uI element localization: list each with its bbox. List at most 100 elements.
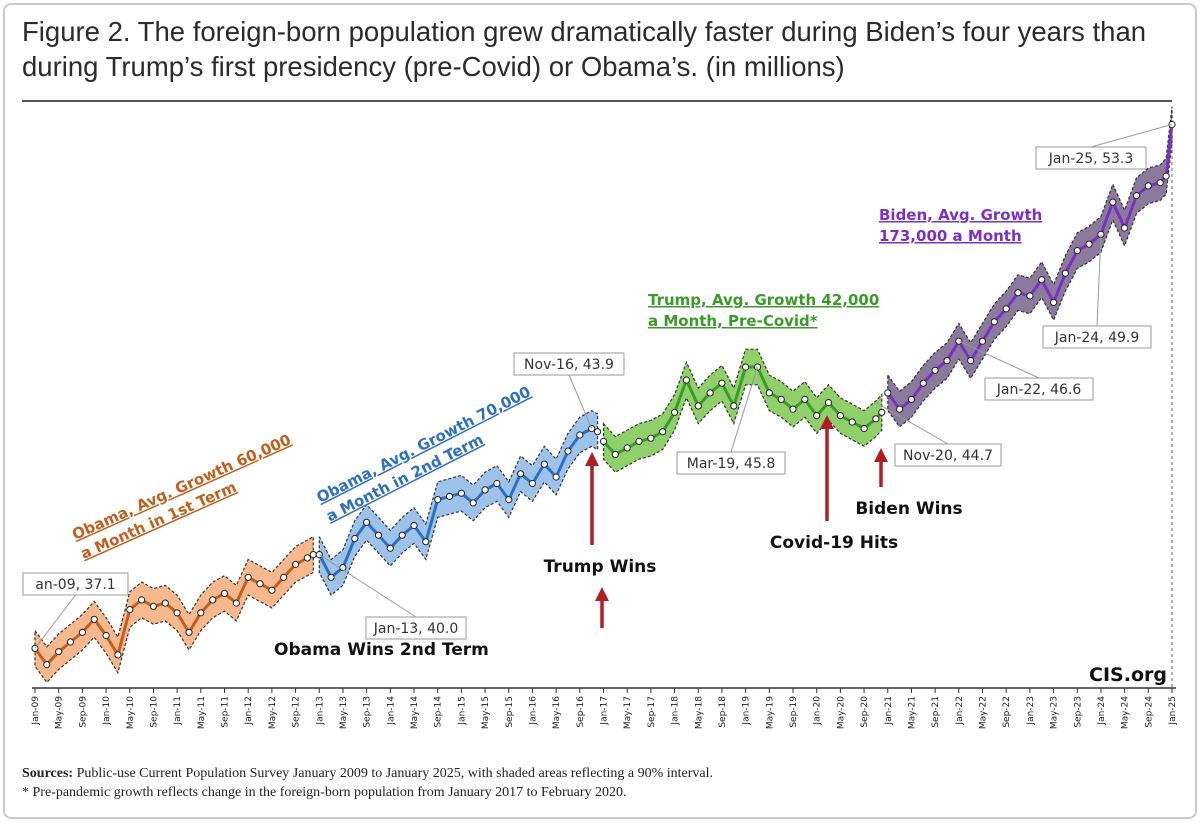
- point-trump-23: [872, 415, 880, 423]
- event-label: Obama Wins 2nd Term: [274, 640, 489, 660]
- sources-note: Sources: Public-use Current Population S…: [22, 764, 1172, 802]
- callout-box: Jan-24, 49.9: [1042, 325, 1152, 349]
- point-obama1-18: [244, 573, 252, 581]
- callout-leader: [730, 366, 758, 453]
- point-trump-19: [824, 399, 833, 407]
- point-trump-2: [623, 444, 631, 452]
- x-tick-label: Jan-12: [244, 696, 254, 726]
- point-trump-5: [659, 428, 667, 436]
- point-trump-10: [718, 379, 726, 387]
- growth-annotation-line2: a Month, Pre-Covid*: [648, 312, 818, 330]
- point-obama2-9: [422, 538, 430, 546]
- x-tick-label: Jan-18: [671, 696, 681, 726]
- x-tick-label: Sep-16: [576, 696, 586, 728]
- callout-box: Jan-25, 53.3: [1035, 146, 1147, 170]
- point-obama1-13: [185, 628, 193, 636]
- point-obama2-14: [481, 486, 489, 494]
- brand-label: CIS.org: [1089, 664, 1167, 686]
- x-tick-label: May-20: [836, 696, 846, 729]
- point-obama2-6: [386, 544, 394, 552]
- point-obama1-24: [309, 551, 317, 559]
- point-biden-21: [1132, 192, 1141, 200]
- x-tick-label: Jan-09: [31, 696, 41, 726]
- sources-text: Public-use Current Population Survey Jan…: [73, 766, 714, 781]
- point-obama2-5: [374, 531, 383, 539]
- callout-box-bg: [1035, 146, 1147, 170]
- callout-box-bg: [1042, 325, 1152, 349]
- x-tick-label: Sep-12: [292, 696, 302, 728]
- growth-annotation-line2: 173,000 a Month: [879, 227, 1022, 245]
- callout-box: Nov-16, 43.9: [513, 352, 625, 376]
- point-obama1-7: [114, 651, 122, 659]
- callout-box-bg: [513, 352, 625, 376]
- x-tick-label: Sep-10: [149, 696, 159, 728]
- x-tick-label: Sep-09: [78, 696, 88, 728]
- title-rule: [22, 100, 1172, 102]
- point-biden-2: [907, 395, 916, 403]
- point-obama1-21: [280, 573, 288, 581]
- point-obama1-8: [126, 606, 134, 614]
- point-obama2-7: [398, 531, 406, 539]
- point-trump-17: [801, 395, 809, 403]
- callout-leader: [1096, 234, 1102, 327]
- point-trump-0: [599, 437, 608, 445]
- point-biden-9: [990, 318, 998, 326]
- callout-box: Jan-13, 40.0: [365, 616, 467, 640]
- x-tick-label: Sep-15: [505, 696, 515, 728]
- point-obama1-9: [138, 596, 146, 604]
- x-tick-label: Sep-23: [1073, 696, 1083, 728]
- point-trump-13: [753, 363, 762, 371]
- growth-annotation-biden: Biden, Avg. Growth 173,000 a Month: [879, 206, 1042, 245]
- sources-label: Sources:: [22, 766, 74, 781]
- point-obama1-5: [90, 615, 98, 623]
- callout-leader: [1090, 123, 1173, 148]
- point-trump-7: [682, 376, 691, 384]
- growth-annotation-trump: Trump, Avg. Growth 42,000 a Month, Pre-Co…: [648, 291, 879, 330]
- x-tick-label: May-10: [126, 696, 136, 729]
- event-label: Biden Wins: [855, 499, 962, 519]
- point-obama2-18: [528, 479, 537, 488]
- point-trump-1: [611, 450, 619, 458]
- callout-label: Jan-25, 53.3: [1048, 151, 1134, 167]
- callout-box-bg: [676, 451, 786, 475]
- x-axis: Jan-09 May-09 Sep-09 Jan-10 May-10 Sep-10 Jan-…: [31, 138, 1178, 729]
- x-tick-label: Jan-14: [386, 696, 396, 726]
- callout-leader: [34, 594, 76, 649]
- point-trump-11: [730, 402, 738, 410]
- event-arrows: Obama Wins 2nd Term Trump Wins Covid-19 Hi…: [274, 415, 963, 660]
- x-tick-label: Jan-19: [742, 696, 752, 726]
- x-tick-label: May-11: [197, 696, 207, 729]
- x-tick-label: Sep-18: [718, 696, 728, 728]
- point-obama2-11: [445, 492, 454, 500]
- sources-line: Sources: Public-use Current Population S…: [22, 764, 1172, 783]
- callout-leader: [958, 340, 1040, 379]
- point-obama1-22: [292, 560, 300, 568]
- x-tick-label: Jan-16: [528, 696, 538, 726]
- x-tick-label: Sep-24: [1144, 696, 1154, 728]
- callout-box-bg: [22, 572, 129, 596]
- event-label: Covid-19 Hits: [770, 533, 898, 553]
- callout-box-bg: [894, 443, 1002, 467]
- point-trump-16: [789, 405, 797, 413]
- point-obama2-22: [576, 431, 584, 439]
- point-obama2-17: [517, 470, 525, 478]
- point-biden-22: [1144, 182, 1152, 190]
- callout-box: Jan-22, 46.6: [984, 377, 1094, 401]
- point-trump-6: [671, 408, 679, 416]
- point-biden-20: [1121, 224, 1129, 232]
- x-tick-label: May-19: [765, 696, 775, 729]
- x-tick-label: May-21: [907, 696, 917, 729]
- x-tick-label: Sep-21: [931, 696, 941, 728]
- point-trump-20: [836, 412, 845, 420]
- point-obama2-20: [552, 473, 560, 481]
- point-obama1-16: [220, 589, 229, 598]
- callout-label: Nov-16, 43.9: [524, 357, 614, 373]
- point-obama1-6: [102, 631, 110, 640]
- point-biden-4: [931, 366, 939, 374]
- band-biden: [887, 106, 1173, 428]
- point-obama2-24: [594, 428, 602, 436]
- event-arrow-head: [820, 415, 834, 429]
- event-arrow-head: [874, 448, 888, 462]
- point-biden-0: [884, 389, 892, 397]
- point-biden-10: [1002, 305, 1010, 313]
